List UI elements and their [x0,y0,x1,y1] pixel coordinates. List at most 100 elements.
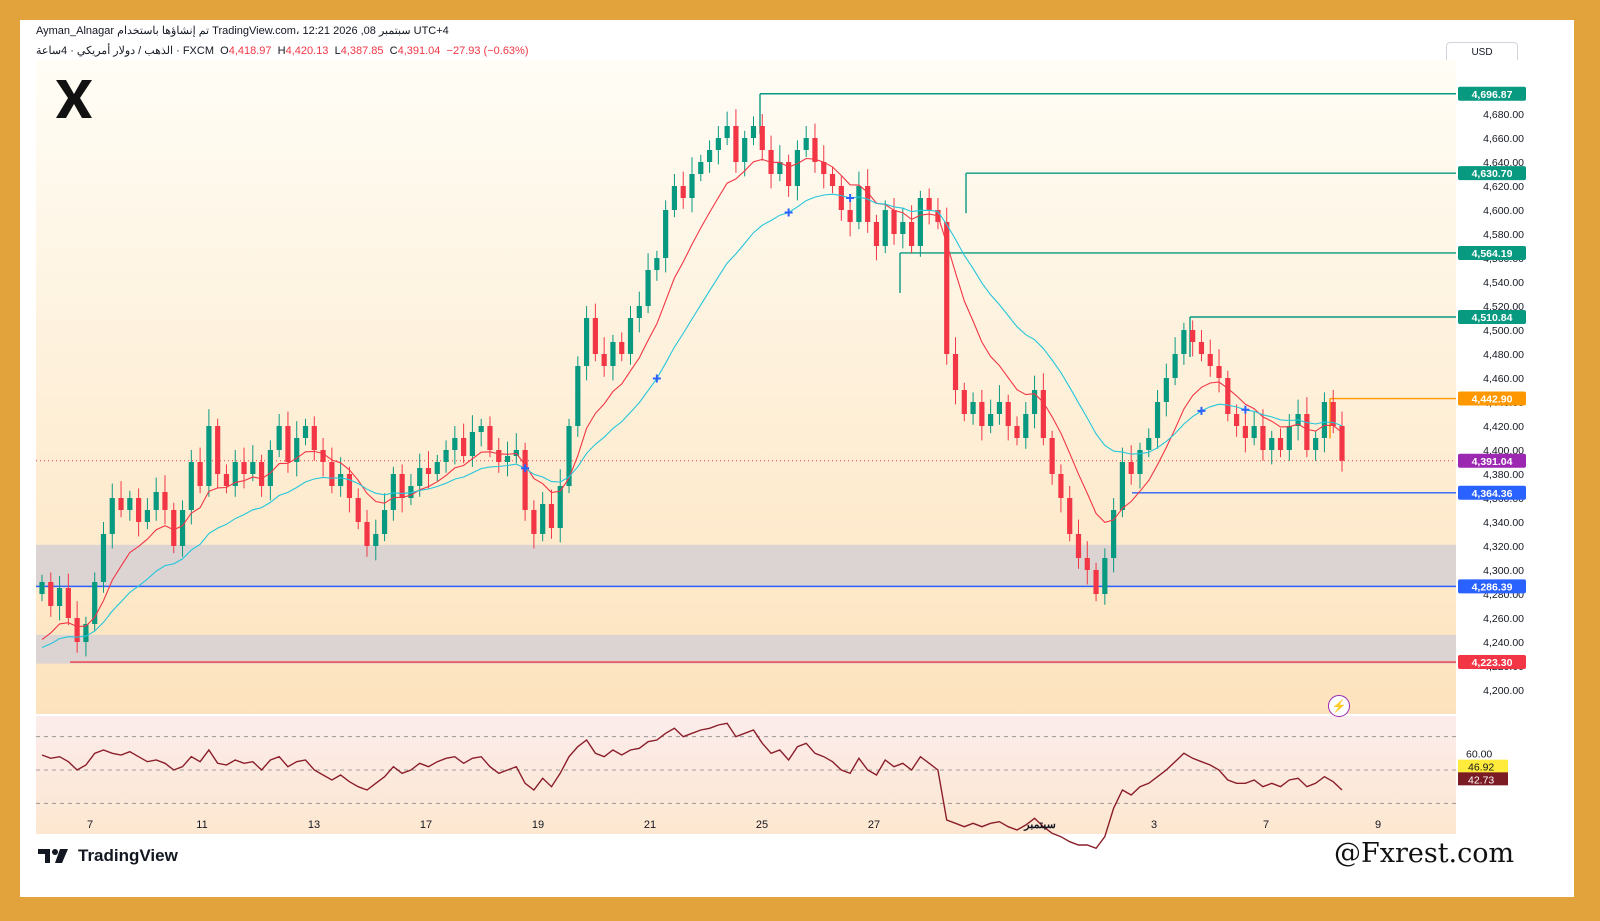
candle-30 [302,426,309,438]
candle-67 [627,318,634,354]
candle-27 [276,426,282,450]
price-tick-23: 4,240.00 [1483,637,1524,649]
candle-51 [487,426,493,450]
price-tick-12: 4,460.00 [1483,373,1524,385]
candle-72 [671,186,678,210]
candle-28 [285,426,291,462]
candle-65 [610,342,616,366]
level-label-7: 4,286.39 [1472,581,1513,593]
candle-79 [733,126,739,162]
candle-87 [803,138,809,150]
symbol-info[interactable]: الذهب / دولار أمريكي · 4ساعة · FXCM [36,45,215,57]
price-tick-19: 4,320.00 [1483,541,1524,553]
candle-119 [1084,558,1090,570]
candle-97 [891,210,897,234]
candle-24 [250,462,256,474]
candle-58 [548,504,555,528]
candle-85 [786,162,792,186]
candle-8 [109,498,115,534]
low-value: 4,387.85 [340,45,384,57]
candle-74 [689,174,695,198]
candle-135 [1225,378,1231,414]
watermark: @Fxrest.com [1334,838,1515,869]
candle-105 [961,390,967,414]
brand-name: TradingView [78,846,178,865]
level-label-bg-5 [1458,453,1526,468]
time-tick-2: 13 [308,819,320,831]
candle-47 [452,438,458,450]
level-label-2: 4,564.19 [1472,248,1513,260]
candle-36 [355,498,361,522]
lightning-icon[interactable]: ⚡ [1328,695,1350,717]
candle-106 [970,402,976,414]
candle-112 [1023,414,1029,438]
level-labels: 4,696.87 4,630.70 4,564.19 4,510.84 4,442.90… [1458,86,1526,670]
author-name: Ayman_Alnagar [36,25,115,37]
price-tick-8: 4,540.00 [1483,277,1524,289]
candle-115 [1049,438,1055,474]
zone-0 [36,544,1456,588]
candle-133 [1207,354,1213,366]
time-tick-10: 7 [1263,819,1269,831]
time-axis[interactable]: 7 11 13 17 19 21 25 27 سبتمبر 3 7 9 [87,819,1381,831]
candle-22 [232,462,238,486]
candle-57 [540,504,546,534]
candle-52 [496,450,502,462]
candle-116 [1058,474,1064,498]
candle-101 [926,198,932,210]
candle-48 [461,438,467,456]
candle-49 [469,432,476,456]
price-tick-18: 4,340.00 [1483,517,1524,529]
candle-98 [900,222,906,234]
candle-77 [715,138,721,150]
level-label-8: 4,223.30 [1472,657,1513,669]
rsi-label-bg-1 [1458,759,1508,773]
candles [39,109,1345,657]
ema-slow-line [41,193,1343,649]
level-label-bg-1 [1458,166,1526,181]
candle-45 [434,462,440,474]
candle-130 [1181,330,1187,354]
cross-marker-0 [521,464,530,473]
candle-39 [381,510,388,534]
candle-40 [390,474,396,510]
level-label-3: 4,510.84 [1472,312,1513,324]
price-tick-10: 4,500.00 [1483,325,1524,337]
price-tick-22: 4,260.00 [1483,613,1524,625]
candle-7 [100,534,107,582]
candle-42 [408,486,414,498]
time-tick-3: 17 [420,819,432,831]
candle-32 [320,450,326,462]
low-label: L [334,45,341,57]
price-axis-bg [1456,60,1534,834]
candle-50 [478,426,484,432]
candle-59 [557,486,563,528]
candle-15 [171,510,177,546]
price-tick-16: 4,380.00 [1483,469,1524,481]
candle-34 [338,474,344,486]
rsi-label-1: 46.92 [1468,762,1494,774]
level-label-bg-6 [1458,485,1526,500]
tradingview-logo: TradingView [38,846,178,866]
candle-6 [92,582,98,624]
cross-marker-2 [784,208,793,217]
price-tick-14: 4,420.00 [1483,421,1524,433]
candle-38 [373,534,379,546]
close-label: C [389,45,398,57]
candle-114 [1040,390,1046,438]
price-tick-11: 4,480.00 [1483,349,1524,361]
candle-71 [663,210,669,258]
candle-12 [144,510,151,522]
candle-121 [1102,558,1108,594]
candle-99 [908,222,915,246]
level-label-bg-8 [1458,655,1526,670]
price-tick-1: 4,680.00 [1483,109,1524,121]
ohlc-line: الذهب / دولار أمريكي · 4ساعة · FXCM O4,4… [36,44,529,57]
candle-68 [636,306,642,318]
candle-93 [856,186,862,222]
high-value: 4,420.13 [285,45,329,57]
candle-117 [1067,498,1073,534]
candle-111 [1014,426,1020,438]
rsi-tick-60: 60.00 [1466,748,1492,760]
